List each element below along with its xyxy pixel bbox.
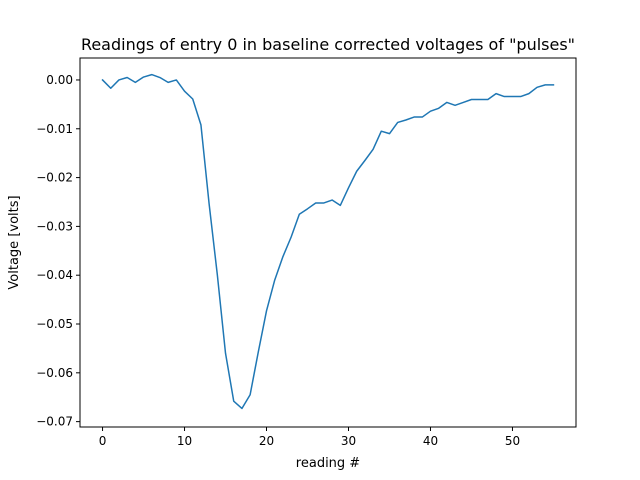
y-axis-label: Voltage [volts] — [7, 195, 22, 289]
x-tick-label: 40 — [423, 434, 438, 448]
y-tick-label: −0.03 — [36, 219, 73, 233]
y-tick-label: −0.02 — [36, 171, 73, 185]
y-tick-label: −0.06 — [36, 366, 73, 380]
x-tick-label: 10 — [177, 434, 192, 448]
x-tick-label: 20 — [259, 434, 274, 448]
y-tick-label: −0.04 — [36, 268, 73, 282]
y-axis: 0.00 −0.01 −0.02 −0.03 −0.04 −0.05 −0.06 −0.07 — [36, 73, 80, 429]
y-tick-label: −0.01 — [36, 122, 73, 136]
series-line-0 — [101, 73, 555, 410]
y-tick-label: −0.05 — [36, 317, 73, 331]
x-axis: 0 10 20 30 40 50 — [99, 427, 520, 448]
chart-title: Readings of entry 0 in baseline correcte… — [81, 35, 575, 54]
y-tick-label: −0.07 — [36, 415, 73, 429]
x-axis-label: reading # — [296, 456, 360, 471]
y-tick-label: 0.00 — [46, 73, 73, 87]
x-tick-label: 30 — [341, 434, 356, 448]
x-tick-label: 0 — [99, 434, 107, 448]
plot-area — [101, 73, 555, 410]
x-tick-label: 50 — [505, 434, 520, 448]
axes-frame — [79, 57, 577, 428]
